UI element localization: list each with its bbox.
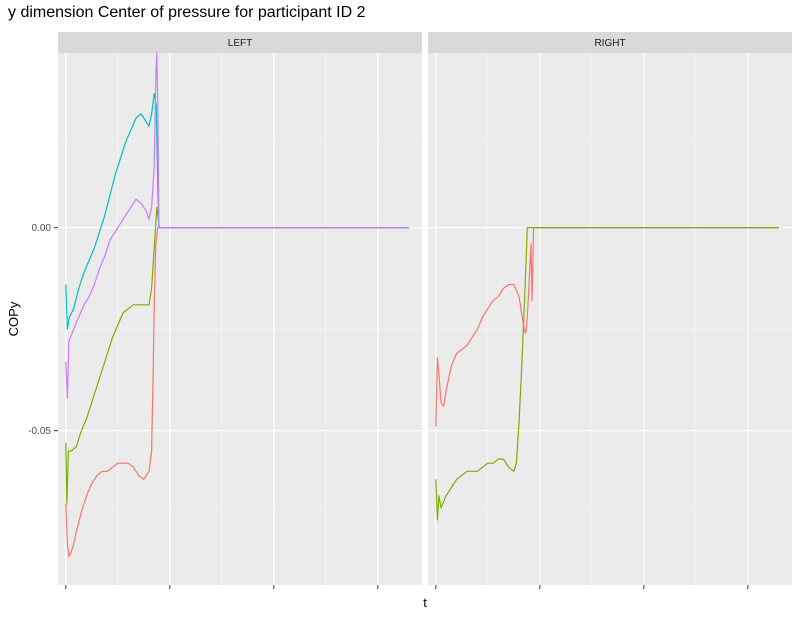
panel-right-background [428, 53, 792, 585]
panel-left-background [58, 53, 422, 585]
series-line-2 [435, 227, 779, 521]
panel-right-series [435, 227, 779, 521]
y-axis-title: COPy [6, 301, 21, 336]
strip-right-background [428, 32, 792, 53]
series-line-3 [65, 93, 409, 330]
y-tick-label: 0.00 [32, 223, 52, 234]
panel-left: LEFT [58, 32, 422, 585]
y-axis: -0.05 0.00 [28, 223, 58, 437]
strip-left-background [58, 32, 422, 53]
y-tick-label: -0.05 [28, 426, 51, 437]
panel-left-series [65, 52, 409, 558]
chart-title: y dimension Center of pressure for parti… [8, 4, 366, 21]
series-line-1 [65, 227, 409, 558]
x-axis-ticks [65, 585, 749, 589]
strip-right-label: RIGHT [594, 38, 625, 49]
series-line-4 [65, 52, 409, 399]
x-axis-title: t [423, 595, 427, 610]
strip-left-label: LEFT [228, 38, 252, 49]
series-line-2 [65, 206, 409, 505]
series-line-1 [435, 227, 779, 427]
panel-right: RIGHT [428, 32, 792, 585]
